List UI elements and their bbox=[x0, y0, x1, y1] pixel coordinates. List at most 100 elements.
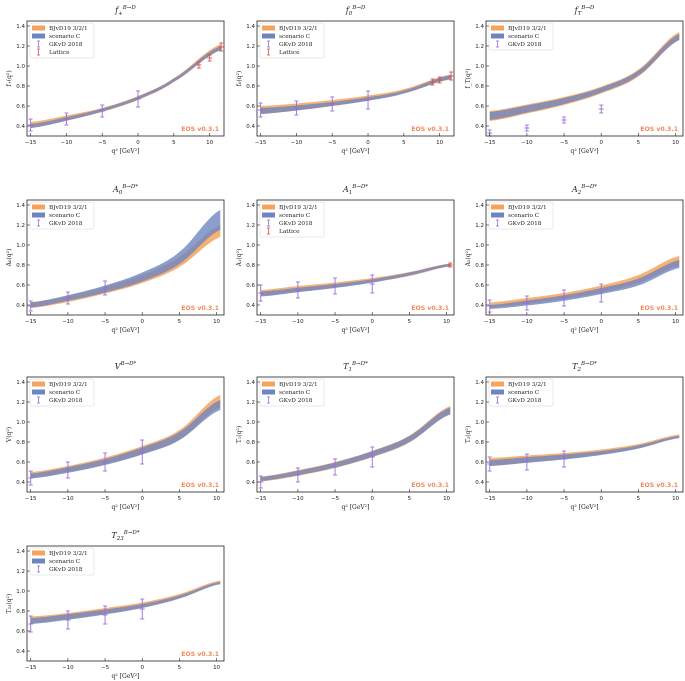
axes-frame bbox=[485, 199, 684, 316]
y-tick-label: 0.6 bbox=[16, 283, 25, 289]
y-tick-label: 1.4 bbox=[16, 549, 25, 555]
x-tick-label: −10 bbox=[61, 140, 73, 146]
y-tick-label: 1.4 bbox=[246, 380, 255, 386]
x-tick-label: −15 bbox=[255, 319, 267, 325]
legend-scenario-c-swatch bbox=[262, 212, 275, 218]
y-tick-label: 1.4 bbox=[16, 24, 25, 30]
x-tick-label: 10 bbox=[436, 140, 443, 146]
legend-bjvd19: BJvD19 3/2/1 bbox=[491, 25, 547, 32]
legend-bjvd19: BJvD19 3/2/1 bbox=[491, 381, 547, 388]
x-tick-label: 10 bbox=[206, 140, 213, 146]
gkvd-point bbox=[598, 104, 604, 114]
x-tick-label: 0 bbox=[599, 140, 603, 146]
y-tick-label: 0.8 bbox=[246, 263, 255, 269]
y-tick-label: 0.6 bbox=[246, 104, 255, 110]
gkvd-point bbox=[102, 452, 108, 472]
legend-gkvd-label: GKvD 2018 bbox=[279, 221, 313, 227]
x-tick-label: 0 bbox=[599, 496, 603, 502]
y-axis-label: A₁(q²) bbox=[236, 249, 243, 268]
x-tick-label: −10 bbox=[62, 665, 74, 671]
legend-bjvd19-swatch bbox=[262, 381, 275, 387]
axes-frame bbox=[485, 20, 684, 137]
y-tick-label: 1.2 bbox=[475, 223, 484, 229]
x-tick-label: −15 bbox=[25, 665, 37, 671]
y-tick-label: 0.8 bbox=[475, 440, 484, 446]
chart-title: A1B→D* bbox=[342, 184, 368, 196]
chart-title-sup: B→D* bbox=[351, 361, 368, 367]
legend-scenario-c-swatch bbox=[491, 389, 504, 395]
y-axis-label: T₁(q²) bbox=[236, 426, 243, 443]
gkvd-point bbox=[258, 102, 264, 118]
y-tick-label: 0.8 bbox=[475, 263, 484, 269]
y-tick-label: 0.8 bbox=[16, 440, 25, 446]
legend-scenario-c: scenario C bbox=[32, 389, 81, 396]
chart-panel-6: −15 −10 −5 0 5 10 0.4 0.6 0.8 1.0 1.2 1.4 A2B→D* A₂(q… bbox=[465, 184, 684, 334]
gkvd-point bbox=[332, 458, 338, 476]
lattice-point bbox=[447, 262, 453, 268]
gkvd-point bbox=[135, 90, 141, 108]
y-tick-label: 0.8 bbox=[246, 440, 255, 446]
band-scenario-c bbox=[260, 407, 451, 481]
legend-bjvd19-swatch bbox=[32, 381, 45, 387]
lattice-point bbox=[437, 76, 443, 84]
y-tick-label: 0.4 bbox=[475, 124, 484, 130]
legend-bjvd19-swatch bbox=[491, 381, 504, 387]
chart-title: A2B→D* bbox=[571, 184, 597, 196]
chart-title-sup: B→D* bbox=[351, 184, 368, 190]
legend-gkvd: GKvD 2018 bbox=[37, 396, 83, 404]
y-tick-label: 1.2 bbox=[16, 223, 25, 229]
chart-title-sub: 0 bbox=[349, 11, 353, 17]
x-tick-label: 0 bbox=[599, 319, 603, 325]
x-tick-label: −5 bbox=[101, 665, 110, 671]
x-axis-label: q² [GeV²] bbox=[342, 327, 370, 334]
y-tick-label: 0.4 bbox=[16, 303, 25, 309]
x-tick-label: 5 bbox=[637, 319, 641, 325]
x-tick-label: 10 bbox=[213, 665, 220, 671]
x-tick-label: 0 bbox=[140, 319, 144, 325]
legend-bjvd19: BJvD19 3/2/1 bbox=[32, 204, 88, 211]
chart-title-sup: B→D bbox=[122, 5, 137, 11]
x-tick-label: 10 bbox=[213, 319, 220, 325]
gkvd-point bbox=[365, 90, 371, 110]
x-tick-label: −5 bbox=[331, 319, 340, 325]
x-tick-label: −10 bbox=[292, 319, 304, 325]
gkvd-point bbox=[258, 284, 264, 302]
legend-gkvd-label: GKvD 2018 bbox=[49, 398, 83, 404]
legend-scenario-c-swatch bbox=[262, 389, 275, 395]
y-tick-label: 0.6 bbox=[16, 460, 25, 466]
chart-title-main: f bbox=[114, 6, 120, 15]
y-tick-label: 1.0 bbox=[16, 64, 25, 70]
legend-bjvd19-label: BJvD19 3/2/1 bbox=[279, 205, 318, 211]
y-tick-label: 1.2 bbox=[475, 400, 484, 406]
axes-frame bbox=[26, 199, 225, 316]
chart-title-main: A bbox=[571, 185, 578, 194]
legend-bjvd19: BJvD19 3/2/1 bbox=[262, 25, 318, 32]
y-tick-label: 1.2 bbox=[16, 569, 25, 575]
x-tick-label: −10 bbox=[291, 140, 303, 146]
legend-scenario-c: scenario C bbox=[32, 33, 81, 40]
y-tick-label: 0.4 bbox=[475, 303, 484, 309]
legend-scenario-c-swatch bbox=[32, 212, 45, 218]
legend-gkvd: GKvD 2018 bbox=[37, 565, 83, 573]
chart-title-sup: B→D bbox=[351, 5, 366, 11]
y-tick-label: 1.4 bbox=[16, 203, 25, 209]
legend-box bbox=[488, 201, 554, 230]
legend-scenario-c-label: scenario C bbox=[49, 213, 81, 219]
x-tick-label: 0 bbox=[140, 496, 144, 502]
chart-title-main: A bbox=[342, 185, 349, 194]
y-tick-label: 1.0 bbox=[475, 64, 484, 70]
x-axis-label: q² [GeV²] bbox=[112, 673, 140, 680]
x-axis-label: q² [GeV²] bbox=[571, 504, 599, 511]
x-tick-label: 5 bbox=[637, 496, 641, 502]
x-tick-label: 10 bbox=[443, 496, 450, 502]
legend-gkvd: GKvD 2018 bbox=[496, 40, 542, 48]
x-tick-label: 5 bbox=[402, 140, 406, 146]
chart-panel-10: −15 −10 −5 0 5 10 0.4 0.6 0.8 1.0 1.2 1.4 T23B→D* T₂₃… bbox=[6, 530, 225, 680]
x-tick-label: 0 bbox=[140, 665, 144, 671]
y-tick-label: 0.8 bbox=[246, 84, 255, 90]
y-axis-label: f₀(q²) bbox=[236, 71, 243, 87]
gkvd-point bbox=[524, 453, 530, 471]
y-tick-label: 0.4 bbox=[246, 303, 255, 309]
gkvd-point bbox=[487, 299, 493, 313]
gkvd-point bbox=[28, 118, 34, 132]
